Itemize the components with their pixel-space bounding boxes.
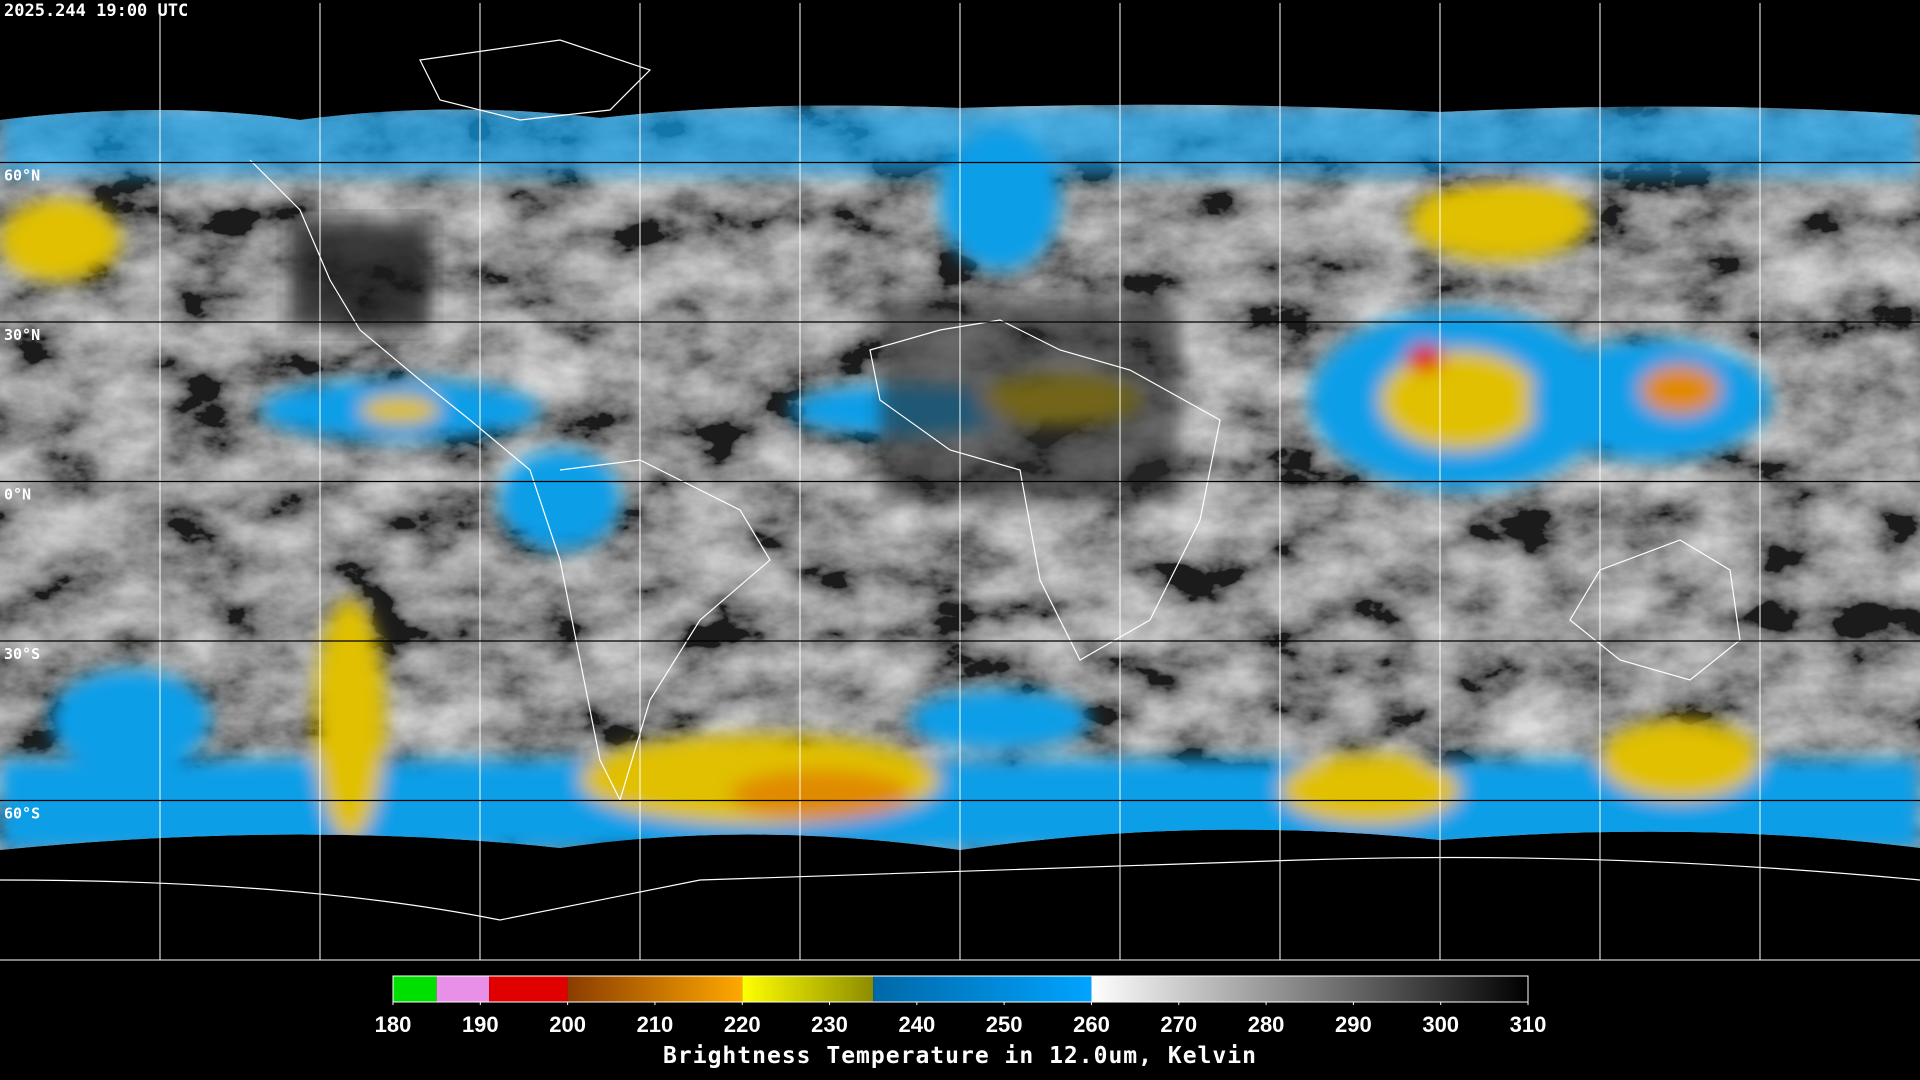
colorbar-segment xyxy=(393,976,437,1002)
dry-region xyxy=(880,300,1180,500)
colorbar-tick-label: 270 xyxy=(1160,1012,1197,1037)
colorbar-segment xyxy=(1091,976,1528,1002)
colorbar-tick-label: 280 xyxy=(1248,1012,1285,1037)
colorbar-segment xyxy=(489,976,568,1002)
colorbar-tick-label: 300 xyxy=(1422,1012,1459,1037)
colorbar-tick-label: 210 xyxy=(637,1012,674,1037)
colorbar-tick-label: 190 xyxy=(462,1012,499,1037)
colorbar-tick-label: 260 xyxy=(1073,1012,1110,1037)
lat-label: 60°S xyxy=(4,805,40,823)
colorbar-segment xyxy=(873,976,1092,1002)
lat-label: 60°N xyxy=(4,167,40,185)
lat-label: 30°N xyxy=(4,326,40,344)
colorbar-segment xyxy=(436,976,490,1002)
colorbar-tick-label: 180 xyxy=(375,1012,412,1037)
colorbar-segment xyxy=(742,976,874,1002)
colorbar-tick-label: 230 xyxy=(811,1012,848,1037)
graticule: 60°N 30°N 0°N 30°S 60°S xyxy=(0,3,1920,961)
colorbar-tick-label: 310 xyxy=(1510,1012,1547,1037)
colorbar-tick-label: 290 xyxy=(1335,1012,1372,1037)
colorbar-title: Brightness Temperature in 12.0um, Kelvin xyxy=(663,1043,1257,1069)
colorbar-frame xyxy=(392,975,1529,1003)
colorbar-tick-label: 200 xyxy=(549,1012,586,1037)
colorbar-tick-label: 250 xyxy=(986,1012,1023,1037)
colorbar-tick-label: 220 xyxy=(724,1012,761,1037)
timestamp: 2025.244 19:00 UTC xyxy=(4,1,188,21)
colorbar-segment xyxy=(567,976,743,1002)
lat-label: 30°S xyxy=(4,645,40,663)
lat-label: 0°N xyxy=(4,486,31,504)
dry-region xyxy=(290,220,430,330)
colorbar-tick-label: 240 xyxy=(898,1012,935,1037)
colorbar: 180 190 200 210 220 230 240 250 260 270 280 290 300 3… xyxy=(375,975,1547,1037)
